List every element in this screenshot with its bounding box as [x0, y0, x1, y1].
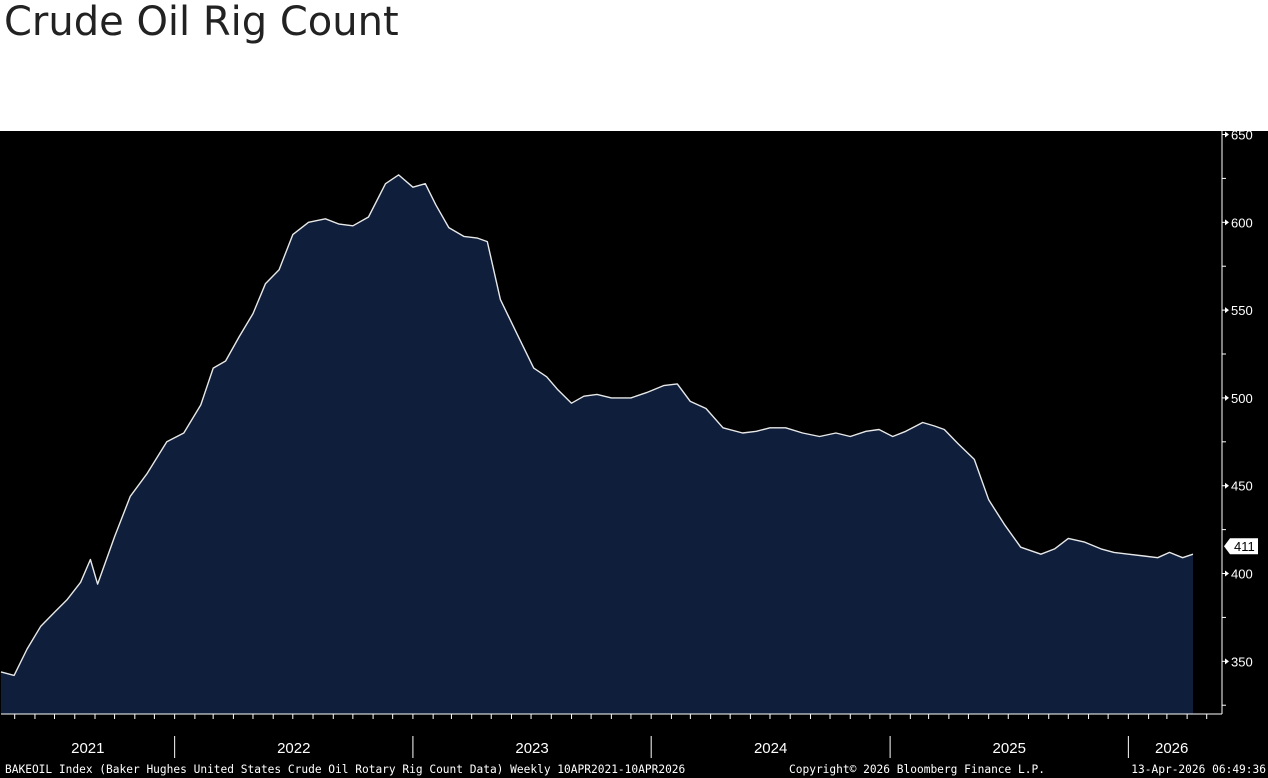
footer-description: BAKEOIL Index (Baker Hughes United State… — [5, 763, 686, 776]
y-tick-arrow-650 — [1225, 131, 1229, 138]
y-tick-label: 400 — [1231, 567, 1253, 582]
y-tick-arrow-350 — [1225, 658, 1229, 665]
y-tick-arrow-550 — [1225, 307, 1229, 314]
x-tick-label: 2026 — [1155, 740, 1188, 757]
x-tick-label: 2021 — [71, 740, 104, 757]
footer-copyright: Copyright© 2026 Bloomberg Finance L.P. — [789, 763, 1045, 776]
y-tick-label: 450 — [1231, 479, 1253, 494]
plot-area — [0, 174, 1194, 714]
y-tick-arrow-500 — [1225, 394, 1229, 401]
y-tick-arrow-600 — [1225, 219, 1229, 226]
last-value-flag — [1224, 538, 1258, 555]
series-area — [1, 174, 1193, 714]
chart-panel: 350 400 450 500 550 600 650 2021 2022 2023 2024 202… — [0, 131, 1268, 778]
last-value-label: 411 — [1234, 539, 1255, 554]
y-tick-label: 650 — [1231, 131, 1253, 143]
y-tick-arrow-450 — [1225, 482, 1229, 489]
y-tick-label: 600 — [1231, 215, 1253, 230]
x-tick-label: 2024 — [754, 740, 787, 757]
y-tick-label: 500 — [1231, 391, 1253, 406]
axes: 350 400 450 500 550 600 650 2021 2022 2023 2024 202… — [1, 131, 1258, 758]
footer-timestamp: 13-Apr-2026 06:49:36 — [1131, 763, 1266, 776]
y-tick-arrow-400 — [1225, 570, 1229, 577]
x-tick-label: 2025 — [993, 740, 1026, 757]
page-title: Crude Oil Rig Count — [4, 0, 399, 45]
series-line — [0, 174, 1194, 677]
x-tick-label: 2023 — [515, 740, 548, 757]
rig-count-chart: 350 400 450 500 550 600 650 2021 2022 2023 2024 202… — [0, 131, 1258, 758]
y-tick-label: 350 — [1231, 654, 1253, 669]
y-tick-label: 550 — [1231, 303, 1253, 318]
x-tick-label: 2022 — [277, 740, 310, 757]
